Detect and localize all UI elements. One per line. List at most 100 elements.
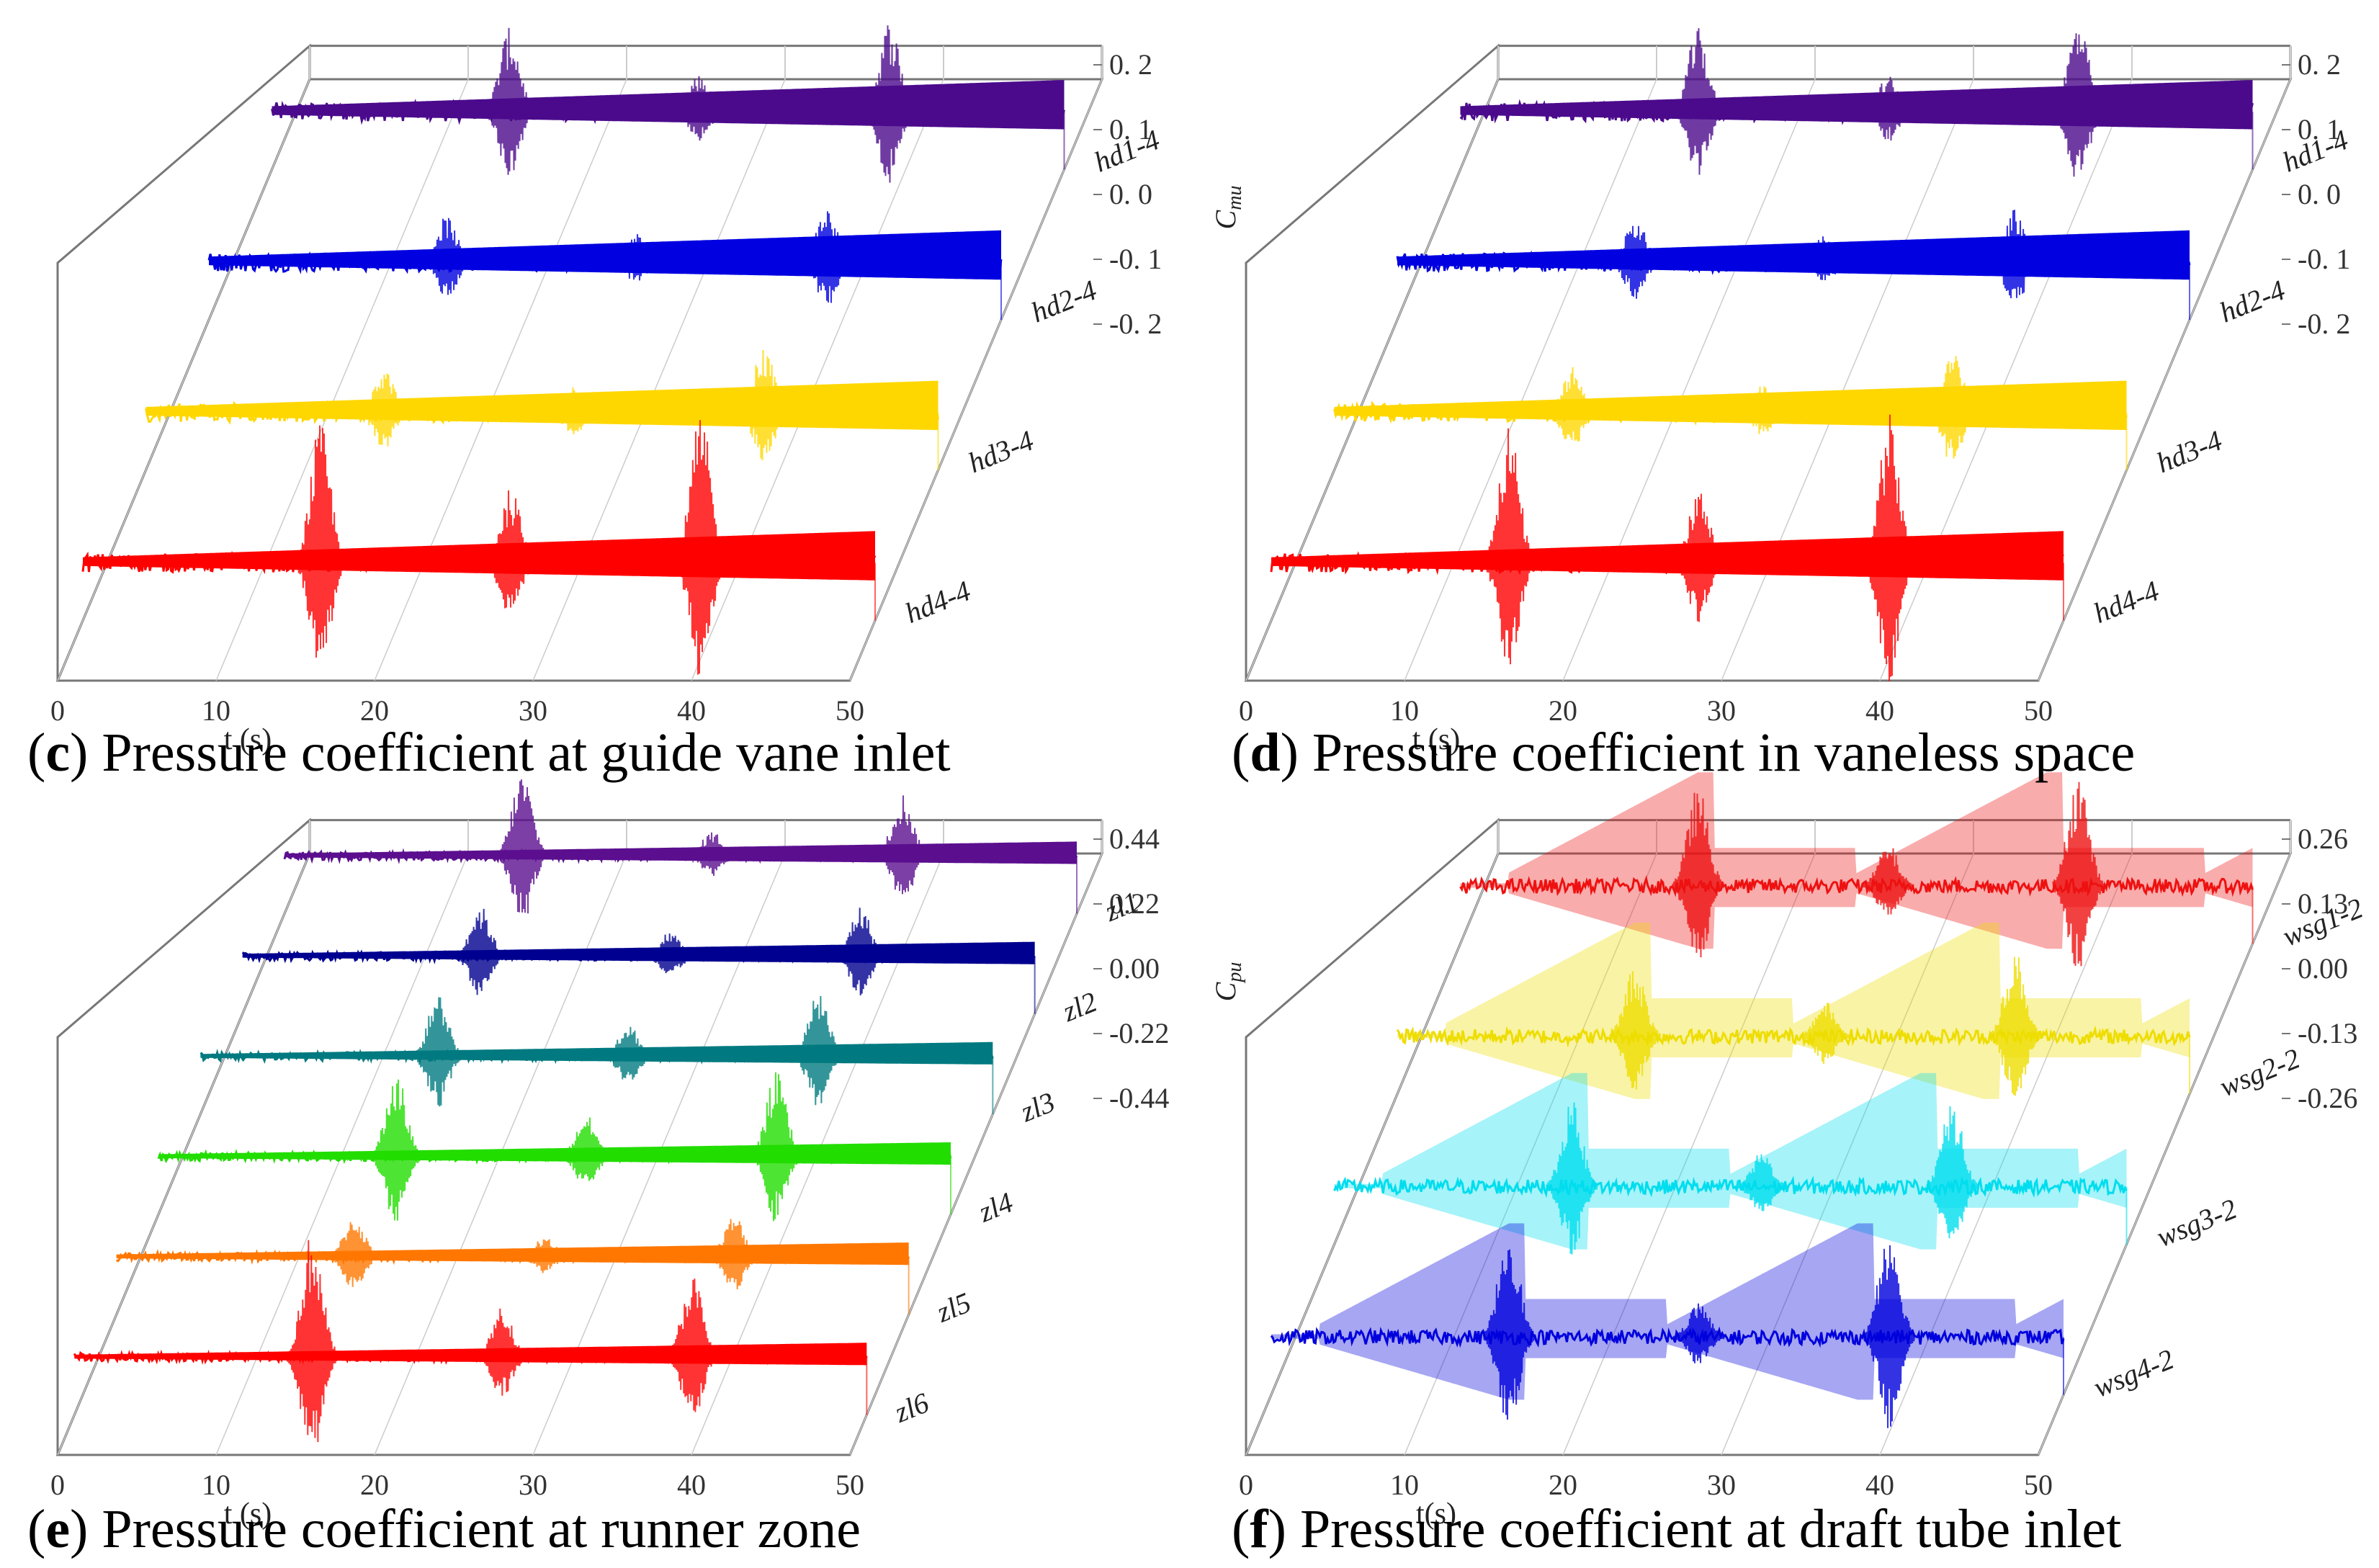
- x-tick-label: 30: [519, 1469, 547, 1501]
- x-tick-label: 20: [360, 694, 389, 727]
- x-axis-label: t (s): [224, 723, 272, 756]
- series-band: [1271, 1223, 2064, 1400]
- series-burst: [686, 832, 739, 877]
- floor-grid-line: [57, 79, 310, 681]
- x-tick-label: 40: [1865, 1469, 1894, 1501]
- series-zl2: zl2: [241, 908, 1101, 1029]
- z-tick-label: -0.13: [2298, 1017, 2357, 1049]
- floor-grid-line: [1562, 79, 1816, 681]
- series-burst: [1482, 428, 1536, 665]
- z-tick-label: 0.13: [2298, 887, 2348, 920]
- caption-c: (c) Pressure coefficient at guide vane i…: [27, 722, 951, 783]
- floor-grid-line: [1721, 853, 1974, 1456]
- floor-grid-line: [1879, 853, 2133, 1456]
- floor-grid-line: [849, 853, 1103, 1456]
- series-line: [145, 399, 939, 426]
- series-burst: [1672, 1303, 1726, 1363]
- series-burst: [666, 1278, 719, 1412]
- series-band: [1334, 1072, 2127, 1250]
- z-tick-label: 0.44: [1109, 823, 1160, 855]
- series-hd1-4: hd1-4: [271, 25, 1164, 183]
- series-wsg4-2: wsg4-2: [1270, 1223, 2178, 1428]
- series-burst: [1862, 848, 1914, 915]
- series-burst: [496, 779, 549, 914]
- series-burst: [864, 25, 916, 183]
- series-label: wsg2-2: [2215, 1041, 2304, 1103]
- series-burst: [2052, 781, 2105, 967]
- series-burst: [834, 908, 887, 996]
- series-line: [1333, 400, 2128, 426]
- x-tick-label: 30: [519, 694, 547, 727]
- series-burst: [286, 1240, 339, 1443]
- series-hd4-4: hd4-4: [81, 420, 975, 675]
- series-label: hd2-4: [2215, 274, 2289, 329]
- left-wall-frame: [56, 43, 311, 681]
- floor-grid-line: [532, 79, 786, 681]
- x-tick-label: 40: [1865, 694, 1894, 727]
- series-burst: [708, 1219, 761, 1290]
- z-tick-label: -0.22: [1109, 1017, 1169, 1049]
- series-burst: [1608, 225, 1662, 299]
- x-tick-label: 10: [1390, 694, 1419, 727]
- series-band: [1460, 80, 2253, 130]
- x-tick-label: 0: [1239, 694, 1253, 727]
- series-line: [1396, 1025, 2191, 1048]
- series-label: zl4: [973, 1186, 1017, 1229]
- series-line: [283, 848, 1078, 864]
- x-tick-label: 30: [1707, 694, 1736, 727]
- floor-grid-line: [849, 79, 1103, 681]
- series-label: zl3: [1016, 1085, 1059, 1129]
- x-tick-label: 20: [360, 1469, 389, 1501]
- z-axis-label: Cpu: [1209, 962, 1246, 1002]
- z-axis-label: Cmu: [1209, 186, 1246, 230]
- series-wsg1-2: wsg1-2: [1459, 772, 2367, 967]
- x-tick-label: 50: [835, 1469, 864, 1501]
- x-axis-label: t(s): [1416, 1497, 1456, 1531]
- series-label: zl6: [890, 1386, 933, 1430]
- z-tick-label: 0. 2: [2298, 48, 2341, 81]
- panel-e: 0 10 20 30 40 50 t (s) 0.44 0.22 0.00 -0.22 -0.44 Cp…: [50, 779, 1246, 1531]
- series-burst: [1863, 414, 1916, 681]
- series-burst: [1672, 792, 1724, 958]
- series-burst: [1862, 76, 1914, 141]
- z-tick-label: 0. 0: [2298, 178, 2341, 210]
- series-label: hd2-4: [1026, 274, 1101, 329]
- z-tick-label: 0. 0: [1109, 178, 1152, 210]
- series-line: [207, 249, 1003, 274]
- floor-grid-line: [1245, 853, 1499, 1456]
- x-tick-label: 30: [1707, 1469, 1736, 1501]
- series-burst: [674, 420, 727, 675]
- z-tick-label: 0. 1: [1109, 113, 1152, 145]
- series-burst: [484, 490, 537, 609]
- x-tick-label: 50: [2024, 1469, 2053, 1501]
- z-tick-label: 0. 2: [1109, 48, 1152, 81]
- series-label: zl2: [1057, 985, 1101, 1029]
- series-hd2-4: hd2-4: [207, 211, 1101, 329]
- series-line: [157, 1148, 952, 1165]
- series-label: hd4-4: [2089, 574, 2163, 630]
- series-line: [115, 1249, 910, 1265]
- series-line: [1459, 875, 2254, 897]
- series-burst: [602, 1026, 655, 1080]
- z-tick-label: 0.00: [2298, 952, 2348, 985]
- series-burst: [1546, 367, 1598, 442]
- series-burst: [547, 387, 600, 434]
- series-burst: [518, 1239, 570, 1273]
- z-tick-label: -0. 1: [1109, 243, 1162, 275]
- x-tick-label: 50: [835, 694, 864, 727]
- series-burst: [1672, 493, 1726, 622]
- series-burst: [673, 76, 726, 141]
- floor-grid-line: [1721, 79, 1974, 681]
- x-tick-label: 0: [1239, 1469, 1253, 1501]
- floor-grid-line: [2038, 79, 2291, 681]
- series-burst: [412, 997, 465, 1107]
- z-tick-label: 0.00: [1109, 952, 1160, 985]
- series-line: [241, 948, 1036, 964]
- series-band: [1397, 923, 2190, 1099]
- floor-grid-line: [374, 79, 627, 681]
- x-tick-label: 40: [677, 694, 706, 727]
- x-tick-label: 10: [1390, 1469, 1419, 1501]
- series-hd2-4: hd2-4: [1396, 210, 2290, 329]
- caption-f: (f) Pressure coefficient at draft tube i…: [1232, 1499, 2122, 1559]
